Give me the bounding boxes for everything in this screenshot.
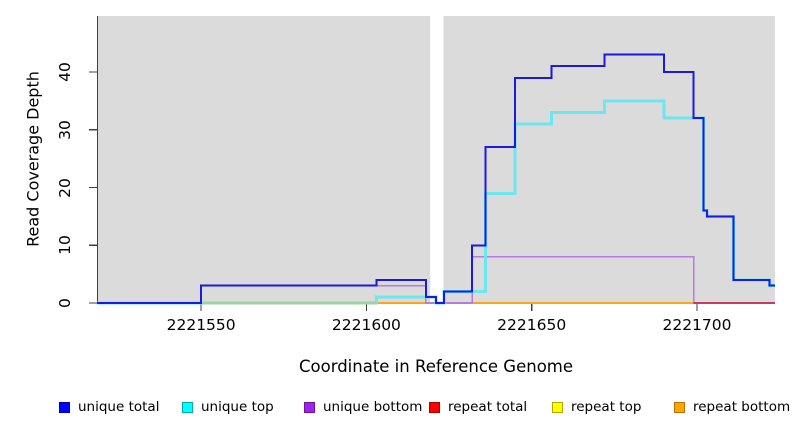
legend-label: repeat bottom — [693, 399, 791, 415]
legend: unique total unique top unique bottom re… — [0, 398, 792, 420]
x-tick-label-3: 2221700 — [662, 316, 732, 334]
legend-item-unique-bottom: unique bottom — [304, 398, 422, 416]
y-axis-title: Read Coverage Depth — [23, 71, 43, 247]
x-axis-title: Coordinate in Reference Genome — [298, 357, 574, 376]
y-tick-label-3: 30 — [56, 119, 74, 140]
y-tick-label-0: 0 — [56, 298, 74, 308]
legend-item-unique-top: unique top — [182, 398, 274, 416]
legend-item-repeat-top: repeat top — [552, 398, 641, 416]
unique-top-swatch-icon — [182, 401, 193, 413]
unique-bottom-swatch-icon — [304, 401, 315, 413]
legend-item-repeat-bottom: repeat bottom — [674, 398, 790, 416]
x-tick-label-1: 2221600 — [331, 316, 401, 334]
repeat-top-swatch-icon — [552, 401, 563, 413]
y-tick-label-2: 20 — [56, 177, 74, 198]
legend-label: unique top — [201, 399, 274, 415]
legend-item-unique-total: unique total — [59, 398, 159, 416]
y-tick-label-1: 10 — [56, 235, 74, 256]
legend-label: repeat top — [571, 399, 642, 415]
legend-label: unique bottom — [323, 399, 423, 415]
repeat-bottom-swatch-icon — [674, 401, 685, 413]
repeat-total-swatch-icon — [429, 401, 440, 413]
legend-item-repeat-total: repeat total — [429, 398, 527, 416]
unique-total-swatch-icon — [59, 401, 70, 413]
legend-label: unique total — [78, 399, 160, 415]
legend-label: repeat total — [448, 399, 528, 415]
x-tick-label-0: 2221550 — [166, 316, 236, 334]
x-tick-label-2: 2221650 — [497, 316, 567, 334]
y-tick-label-4: 40 — [56, 62, 74, 82]
